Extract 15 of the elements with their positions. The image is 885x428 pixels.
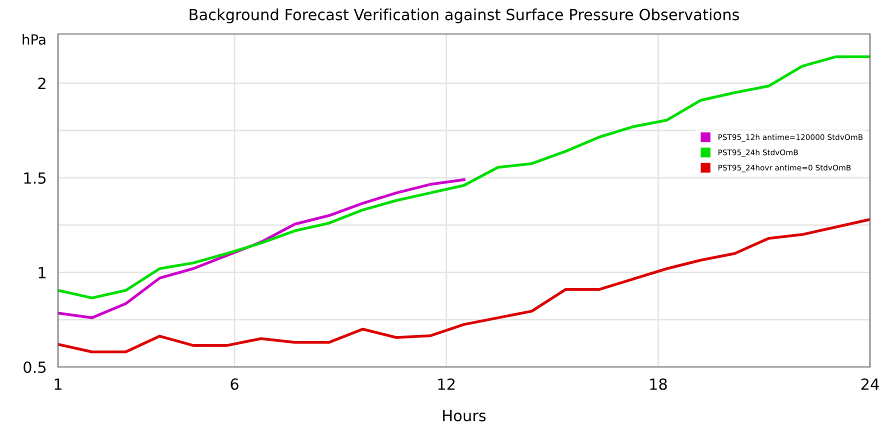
- x-tick-label: 18: [650, 378, 667, 390]
- y-tick-label: 2: [38, 78, 46, 89]
- y-tick-label: 0.5: [24, 361, 46, 374]
- line-series: [58, 55, 870, 300]
- x-tick-label: 24: [861, 378, 879, 390]
- x-tick-label: 1: [54, 378, 62, 390]
- y-axis-title: hPa: [22, 34, 46, 45]
- x-tick-label: 6: [230, 378, 238, 390]
- line-series: [58, 178, 466, 320]
- y-tick-label: 1.5: [24, 172, 46, 184]
- x-tick-label: 12: [438, 378, 455, 390]
- line-series: [58, 218, 870, 354]
- x-axis-title: Hours: [443, 410, 486, 422]
- y-tick-label: 1: [38, 267, 46, 278]
- chart-title: Background Forecast Verification against Surface Pressure Observations: [190, 8, 739, 24]
